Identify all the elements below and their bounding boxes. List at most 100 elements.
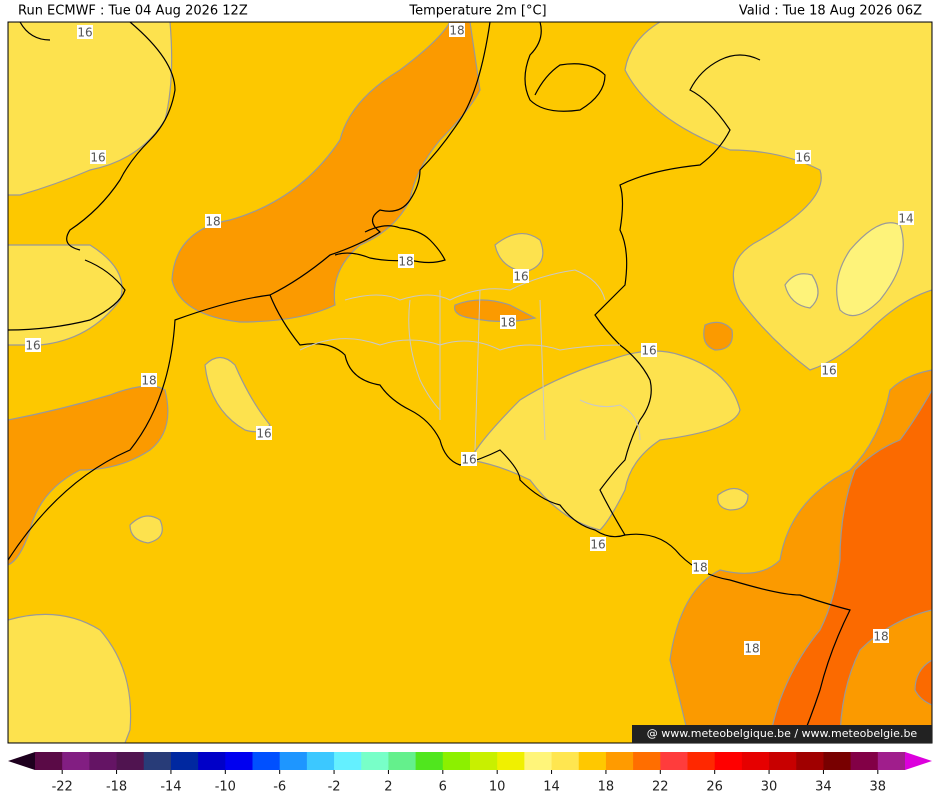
colorbar-swatch [361,752,389,770]
contour-label-box [398,254,414,268]
colorbar-swatch [198,752,226,770]
contour-label: 18 [141,374,156,388]
colorbar-tick-label: 6 [439,780,447,795]
colorbar-swatch [470,752,498,770]
colorbar-swatch [116,752,145,770]
contour-label-box [795,150,811,164]
colorbar-tick-label: -10 [215,780,236,795]
contour-label-box [461,452,477,466]
colorbar-swatch [850,752,879,770]
contour-label-box [25,338,41,352]
colorbar-swatch [769,752,797,770]
contour-label: 18 [873,630,888,644]
colorbar-swatch [660,752,688,770]
colorbar-tick-label: -18 [106,780,127,795]
colorbar-over [905,752,932,770]
colorbar-swatch [741,752,770,770]
valid-label: Valid : Tue 18 Aug 2026 06Z [739,4,922,19]
colorbar-swatch [823,752,852,770]
colorbar-swatch [524,752,553,770]
contour-label: 18 [449,24,464,38]
contour-label: 16 [590,538,605,552]
colorbar-swatch [442,752,471,770]
colorbar-swatch [170,752,199,770]
colorbar-swatch [796,752,824,770]
colorbar-tick-label: -2 [328,780,341,795]
colorbar-swatch [252,752,281,770]
contour-label-box [692,560,708,574]
contour-label-box [205,214,221,228]
colorbar-tick-label: -6 [273,780,286,795]
contour-label: 16 [461,453,476,467]
contour-label: 14 [898,212,913,226]
contour-label-box [90,150,106,164]
run-label: Run ECMWF : Tue 04 Aug 2026 12Z [18,4,248,19]
colorbar-swatch [714,752,743,770]
contour-label: 16 [513,270,528,284]
colorbar-swatch [551,752,580,770]
colorbar-swatch [279,752,308,770]
colorbar-tick-label: 10 [489,780,506,795]
colorbar-tick-label: 22 [652,780,669,795]
colorbar-tick-label: 26 [706,780,723,795]
contour-label-box [873,629,889,643]
contour-label-box [449,23,465,37]
colorbar-swatch [143,752,172,770]
contour-label-box [898,211,914,225]
contour-labels: 16 18 16 18 18 16 18 16 18 16 16 16 16 14 16 16 18 18 18 [25,23,914,656]
contour-label-box [256,426,272,440]
colorbar-swatch [306,752,335,770]
contour-label: 16 [641,344,656,358]
colorbar-tick-label: -22 [52,780,73,795]
colorbar-swatch [62,752,90,770]
colorbar-tick-label: 14 [543,780,560,795]
field-12-14 [784,222,904,317]
contour-label-box [513,269,529,283]
colorbar-tick-label: -14 [160,780,181,795]
colorbar-swatch [334,752,362,770]
contour-label: 16 [77,26,92,40]
province-lines [299,269,641,451]
colorbar-swatch [35,752,63,770]
colorbar-tick-label: 30 [761,780,778,795]
contour-label-box [821,363,837,377]
colorbar-tick-label: 38 [870,780,887,795]
colorbar-swatch [877,752,906,770]
contour-label: 18 [692,561,707,575]
contour-label-box [141,373,157,387]
colorbar-swatch [687,752,716,770]
watermark: @ www.meteobelgique.be / www.meteobelgie… [647,727,918,740]
colorbar-tick-label: 2 [384,780,392,795]
colorbar-swatch [225,752,253,770]
contour-label: 16 [821,364,836,378]
borders [8,22,851,743]
colorbar-swatch [89,752,118,770]
contour-label: 16 [795,151,810,165]
field-20-22 [769,388,932,743]
colorbar-swatch [605,752,634,770]
contour-label-box [744,641,760,655]
colorbar-swatch [633,752,661,770]
colorbar-swatch [388,752,417,770]
contour-label-box [500,315,516,329]
contour-label-box [590,537,606,551]
colorbar-tick-label: 34 [815,780,832,795]
contour-label: 18 [500,316,515,330]
colorbar-under [8,752,35,770]
colorbar-swatch [578,752,607,770]
contour-label: 18 [398,255,413,269]
contour-label: 16 [90,151,105,165]
colorbar-tick-label: 18 [598,780,615,795]
map-frame [7,21,933,744]
map-title: Temperature 2m [°C] [408,4,546,19]
contour-label-box [77,25,93,39]
contour-label: 16 [256,427,271,441]
contour-label: 16 [25,339,40,353]
contour-label-box [641,343,657,357]
colorbar-swatch [497,752,525,770]
colorbar: -22 -18 -14 -10 -6 -2 2 6 10 14 18 22 26 30 34 38 [8,752,932,795]
colorbar-swatch [415,752,444,770]
contour-label: 18 [205,215,220,229]
temperature-map [8,22,932,743]
